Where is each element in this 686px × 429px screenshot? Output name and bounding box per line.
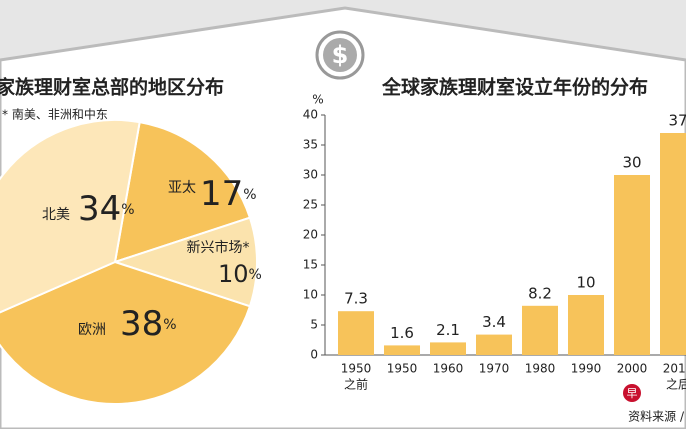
bar [522,305,558,355]
bar [338,311,374,355]
pie-slice [0,260,252,405]
value-label: 7.3 [344,290,368,308]
value-number: 10 [218,260,249,288]
x-tick-note: 之前 [344,377,368,392]
slice-label: 亚太 [168,180,196,196]
dollar-icon-inner [323,38,357,72]
y-tick-label: 20 [303,228,318,242]
value-unit: % [243,187,256,203]
source: 资料来源 / [628,410,685,424]
y-tick-label: 25 [303,198,318,212]
x-tick-label: 2000 [617,362,648,376]
pie-slice [0,119,141,314]
logo [623,384,641,402]
slice-value: 38% [120,304,177,344]
bar [476,334,512,355]
slice-label: 新兴市场* [187,239,250,256]
x-tick-label: 1990 [571,362,602,376]
y-tick-label: 15 [303,258,318,272]
pie-chart: 亚太 17% 新兴市场* 10% 欧洲 38% 北美 34% [0,119,262,405]
dollar-sign: $ [332,41,349,69]
x-tick-label: 1950 [387,362,418,376]
value-label: 1.6 [390,324,414,342]
y-tick-label: 0 [310,348,318,362]
x-tick-note: 之后 [666,378,686,392]
value-number: 34 [78,189,121,229]
value-label: 10 [576,274,595,292]
slice-value: 17% [200,174,257,214]
y-axis-label: % [312,93,323,107]
bar [660,133,686,355]
bar [384,345,420,355]
bar-title: 全球家族理财室设立年份的分布 [381,76,648,99]
bar [614,175,650,355]
y-tick-label: 5 [310,318,318,332]
slice-value: 34% [78,189,135,229]
x-tick-label: 1960 [433,362,464,376]
x-tick-label: 1970 [479,362,510,376]
bar-chart: 05101520253035407.31950之前1.619502.119603… [303,108,686,392]
logo-text: 早 [627,387,638,400]
value-label: 30 [622,154,641,172]
x-tick-label: 1950 [341,362,372,376]
x-tick-label: 1980 [525,362,556,376]
value-number: 38 [120,304,163,344]
x-tick-label: 2010 [663,362,686,376]
slice-label: 北美 [42,207,70,223]
pie-title: 家族理财室总部的地区分布 [0,76,224,99]
slice-label: 欧洲 [78,322,106,338]
y-tick-label: 35 [303,138,318,152]
value-label: 3.4 [482,313,506,331]
y-tick-label: 30 [303,168,318,182]
value-label: 2.1 [436,321,460,339]
y-tick-label: 40 [303,108,318,122]
slice-value: 10% [218,260,262,288]
pie-slice [111,216,258,308]
value-number: 17 [200,174,243,214]
pie-slice [113,120,252,264]
value-unit: % [163,317,176,333]
value-label: 37 [668,112,686,130]
bar [430,342,466,355]
value-label: 8.2 [528,284,552,302]
value-unit: % [121,202,134,218]
bar [568,295,604,355]
y-tick-label: 10 [303,288,318,302]
value-unit: % [249,267,262,283]
pie-note: * 南美、非洲和中东 [2,107,108,122]
